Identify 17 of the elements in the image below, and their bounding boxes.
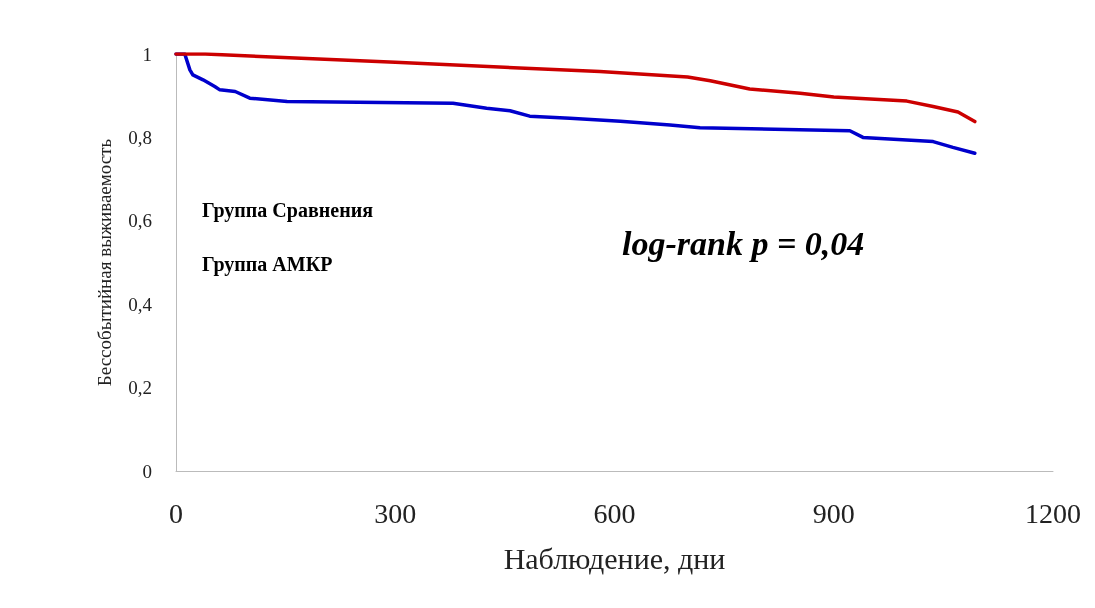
x-tick-label: 600 — [593, 497, 636, 529]
y-tick-label: 0,8 — [128, 126, 152, 148]
x-tick-label: 300 — [374, 497, 417, 529]
annotation: log-rank p = 0,04 — [622, 224, 865, 262]
annotation: Группа Сравнения — [202, 199, 374, 222]
line-series — [174, 52, 977, 124]
annotation: Группа АМКР — [202, 253, 333, 276]
y-tick-label: 0,6 — [128, 210, 152, 232]
y-tick-label: 0,4 — [128, 293, 153, 315]
y-tick-label: 1 — [142, 43, 152, 65]
y-tick-label: 0 — [142, 460, 152, 482]
y-axis-title: Бессобытийная выживаемость — [94, 138, 115, 387]
x-axis-title: Наблюдение, дни — [503, 541, 726, 575]
x-tick-label: 900 — [812, 497, 855, 529]
x-tick-label: 0 — [169, 497, 183, 529]
x-tick-label: 1200 — [1025, 497, 1081, 529]
y-tick-label: 0,2 — [128, 377, 152, 399]
